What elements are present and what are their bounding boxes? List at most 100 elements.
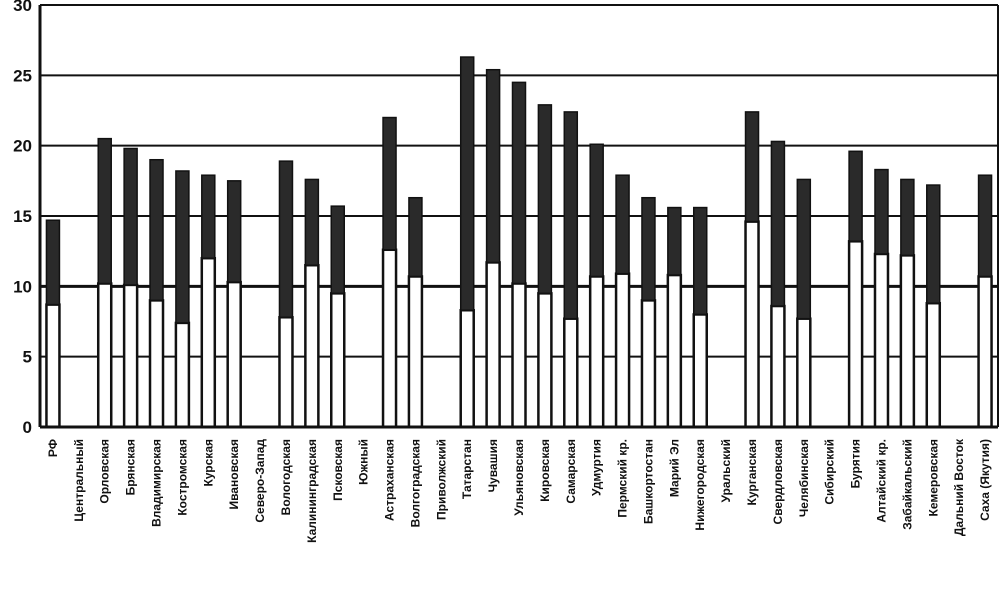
bar-lower (226, 280, 242, 429)
bar-lower (278, 316, 294, 429)
axes (38, 4, 999, 429)
bar-lower (330, 292, 346, 429)
x-tick-label: Астраханская (383, 439, 397, 521)
bar-lower (899, 254, 916, 429)
x-tick-label: Владимирская (150, 439, 164, 527)
x-tick-label: Орловская (98, 439, 112, 504)
bar-upper (692, 206, 708, 316)
bar-lower (666, 273, 683, 429)
x-tick-label: Курская (201, 439, 215, 487)
bar-upper (304, 178, 320, 266)
bar-upper (485, 68, 501, 264)
x-tick-label: Брянская (124, 439, 138, 495)
bar-upper (149, 158, 164, 302)
bar-upper (900, 178, 915, 257)
x-tick-label: Ульяновская (512, 439, 526, 516)
bar-upper (45, 219, 61, 306)
x-tick-label: Дальний Восток (952, 438, 966, 536)
x-tick-label: Алтайский кр. (874, 439, 888, 523)
x-tick-label: Южный (357, 439, 371, 485)
bar-lower (148, 299, 165, 429)
bar-upper (615, 174, 630, 275)
x-tick-label: Пермский кр. (616, 439, 630, 518)
bar-lower (511, 282, 527, 429)
x-tick-label: Кемеровская (926, 439, 940, 516)
x-tick-label: Забайкальский (900, 439, 914, 530)
bar-lower (45, 303, 61, 429)
x-tick-label: Нижегородская (693, 439, 707, 531)
bar-lower (847, 240, 864, 429)
x-tick-label: Ивановская (227, 439, 241, 510)
bar-upper (848, 150, 863, 243)
x-tick-label: Марий Эл (667, 439, 681, 497)
bar-upper (278, 160, 294, 319)
x-tick-label: Башкортостан (641, 439, 655, 524)
bar-upper (744, 111, 760, 223)
x-tick-label: Чувашия (486, 439, 500, 492)
bar-upper (226, 180, 242, 283)
bar-upper (874, 168, 889, 255)
x-tick-label: Волгоградская (408, 439, 422, 527)
x-tick-label: Кировская (538, 439, 552, 502)
bars (45, 56, 993, 429)
bar-upper (382, 116, 397, 251)
bar-upper (977, 174, 993, 278)
x-tick-label: Уральский (719, 439, 733, 502)
bar-lower (459, 308, 475, 429)
bar-upper (563, 111, 579, 320)
y-tick-label: 15 (13, 207, 32, 226)
bar-upper (330, 205, 346, 295)
bar-upper (175, 170, 190, 324)
bar-upper (667, 206, 682, 276)
bar-upper (123, 147, 138, 286)
bar-lower (873, 252, 890, 429)
x-tick-label: Северо-Запад (253, 439, 267, 523)
x-tick-label: Удмуртия (590, 439, 604, 496)
bar-upper (201, 174, 216, 259)
y-tick-label: 20 (13, 137, 32, 156)
x-tick-label: Самарская (564, 439, 578, 504)
y-tick-label: 10 (13, 277, 32, 296)
bar-upper (97, 137, 112, 285)
bar-upper (408, 196, 423, 278)
bar-lower (485, 261, 501, 429)
bar-lower (174, 321, 191, 429)
bar-lower (770, 304, 786, 429)
x-tick-label: Сибирский (823, 439, 837, 505)
y-tick-label: 25 (13, 66, 32, 85)
bar-lower (304, 263, 320, 429)
y-tick-label: 0 (23, 418, 32, 437)
x-tick-label: Калининградская (305, 439, 319, 543)
x-tick-label: Костромская (175, 439, 189, 516)
bar-upper (537, 104, 553, 295)
bar-lower (588, 275, 605, 429)
bar-upper (926, 184, 941, 304)
bar-lower (796, 317, 812, 429)
x-tick-label: Татарстан (460, 439, 474, 499)
bar-lower (744, 220, 760, 429)
y-tick-label: 30 (13, 0, 32, 15)
bar-upper (641, 196, 656, 302)
bar-upper (770, 140, 786, 307)
bar-lower (537, 292, 553, 429)
x-tick-label: Вологодская (279, 439, 293, 515)
bar-lower (977, 275, 993, 429)
bar-lower (381, 248, 398, 429)
x-tick-label: Свердловская (771, 439, 785, 524)
bar-lower (200, 256, 217, 429)
x-tick-label: Саха (Якутия) (978, 439, 992, 521)
bar-lower (407, 275, 424, 429)
x-tick-label: Бурятия (849, 439, 863, 488)
tick-labels: 0 5 10 15 20 25 30 РФ Центральный Орловская Брянск… (13, 0, 992, 543)
x-tick-label: РФ (46, 439, 60, 457)
bar-lower (96, 282, 113, 429)
bar-lower (122, 283, 139, 429)
x-tick-label: Курганская (745, 439, 759, 505)
bar-upper (459, 56, 475, 311)
bar-lower (563, 317, 579, 429)
bar-lower (614, 272, 631, 429)
y-tick-label: 5 (23, 348, 32, 367)
x-tick-label: Челябинская (797, 439, 811, 517)
bar-lower (640, 299, 657, 429)
